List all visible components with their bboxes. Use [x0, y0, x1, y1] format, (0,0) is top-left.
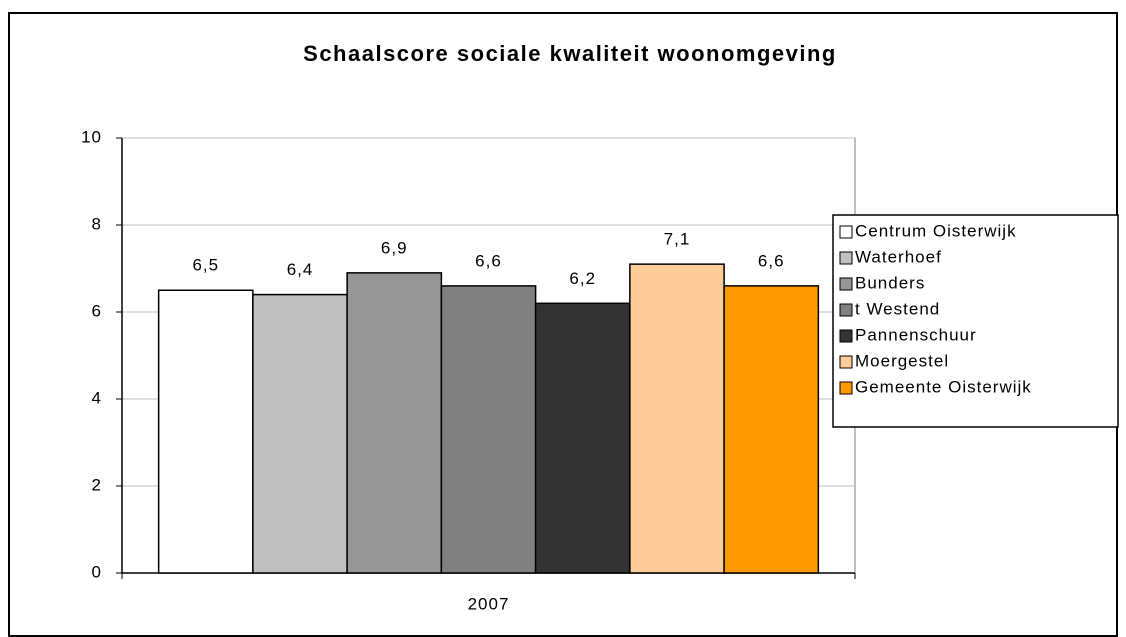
y-tick-label: 10	[81, 127, 102, 146]
legend-swatch	[839, 277, 853, 291]
bar	[252, 293, 348, 574]
data-label: 6,2	[569, 269, 596, 288]
y-tick-label: 2	[92, 475, 102, 494]
data-label: 6,9	[381, 238, 408, 257]
legend-swatch	[839, 225, 853, 239]
bar	[629, 263, 725, 574]
legend-label: Waterhoef	[855, 247, 942, 266]
legend-swatch	[839, 329, 853, 343]
y-tick-label: 4	[92, 388, 102, 407]
chart-title: Schaalscore sociale kwaliteit woonomgevi…	[303, 41, 837, 66]
data-label: 6,5	[192, 256, 219, 275]
x-tick-label: 2007	[468, 594, 510, 613]
legend-label: Gemeente Oisterwijk	[855, 377, 1032, 396]
y-tick-label: 0	[92, 562, 102, 581]
bar	[723, 285, 820, 574]
legend-label: Centrum Oisterwijk	[855, 221, 1017, 240]
data-label: 6,4	[287, 260, 314, 279]
legend-label: Moergestel	[855, 351, 949, 370]
data-label: 6,6	[758, 251, 785, 270]
legend-label: Pannenschuur	[855, 325, 977, 344]
legend-swatch	[839, 355, 853, 369]
bar	[534, 302, 631, 574]
y-tick-label: 8	[92, 214, 102, 233]
legend-swatch	[839, 303, 853, 317]
legend-swatch	[839, 381, 853, 395]
y-tick-label: 6	[92, 301, 102, 320]
data-label: 7,1	[664, 230, 691, 249]
data-label: 6,6	[475, 251, 502, 270]
bar	[346, 272, 443, 574]
bar	[157, 289, 254, 574]
bar	[440, 285, 537, 574]
legend-label: Bunders	[855, 273, 925, 292]
legend-swatch	[839, 251, 853, 265]
legend-label: t Westend	[855, 299, 940, 318]
legend-box	[832, 214, 1119, 428]
